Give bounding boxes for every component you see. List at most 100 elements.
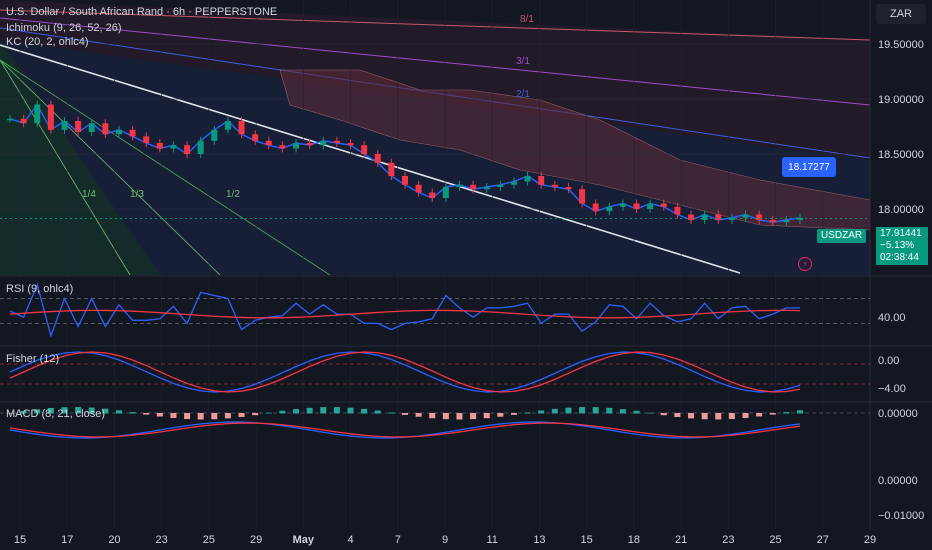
candle [47,104,54,130]
candle [728,217,735,220]
candle [402,176,408,185]
macd-histogram-bar [306,407,313,414]
macd-histogram-bar [333,407,340,414]
macd-histogram-bar [483,413,490,419]
macd-histogram-bar [633,410,640,414]
candle [184,145,191,154]
macd-histogram-bar [619,409,626,414]
macd-histogram-bar [456,413,463,420]
macd-histogram-bar [224,413,231,419]
candle [715,214,722,220]
macd-label[interactable]: MACD (8, 21, close) [6,408,106,420]
macd-histogram-bar [797,410,803,414]
candle [252,134,259,141]
macd-histogram-bar [293,409,300,414]
fisher-signal [9,351,801,393]
candle [769,220,776,223]
x-tick-label: 15 [581,534,593,546]
macd-histogram-bar [75,407,82,414]
candle [129,129,136,137]
macd-histogram-bar [361,408,368,414]
candle [265,140,272,146]
candle [7,118,13,121]
candle [456,184,463,187]
candle [211,129,218,141]
candle [388,162,395,176]
candle [143,136,150,143]
candle [197,140,204,154]
macd-histogram-bar [47,407,54,414]
macd-tick: 0.00000 [878,475,918,487]
fisher-label[interactable]: Fisher (12) [6,353,60,365]
fan-label: 1/2 [226,189,240,200]
candle [510,181,517,185]
x-tick-label: 20 [108,534,120,546]
kc-label[interactable]: KC (20, 2, ohlc4) [6,36,89,48]
currency-button[interactable]: ZAR [876,4,926,24]
bar-countdown: 02:38:44 [880,252,919,263]
macd-histogram-bar [606,407,613,414]
lightning-icon[interactable]: ⚡ [798,257,812,271]
candle [674,206,681,215]
last-price-tag: 17.91441 −5.13% 02:38:44 [876,227,928,265]
fisher-line [9,351,801,393]
chart-title: U.S. Dollar / South African Rand · 6h · … [6,6,278,18]
macd-histogram-bar [565,407,572,414]
macd-histogram-bar [115,410,122,414]
candle [783,220,790,223]
macd-histogram-bar [429,413,436,419]
candle [442,187,449,198]
candle [592,203,599,212]
macd-histogram-bar [470,413,477,420]
candle [701,214,708,220]
ichimoku-label[interactable]: Ichimoku (9, 26, 52, 26) [6,22,122,34]
macd-histogram-bar [20,411,27,414]
x-tick-label: 21 [675,534,687,546]
macd-histogram-bar [88,407,95,414]
fisher-tick: 0.00 [878,355,899,367]
macd-tick: 0.00000 [878,408,918,420]
fan-label: 1/4 [82,189,96,200]
candle [75,121,82,132]
macd-histogram-bar [715,413,722,420]
x-tick-label: 23 [156,534,168,546]
macd-histogram-bar [660,413,667,416]
rsi-tick: 40.00 [878,312,906,324]
macd-histogram-bar [538,410,545,414]
x-tick-label: 25 [769,534,781,546]
candle [279,145,286,149]
macd-histogram-bar [674,413,681,418]
macd-histogram-bar [238,413,245,417]
macd-histogram-bar [156,413,163,417]
macd-histogram-bar [61,407,68,414]
macd-histogram-bar [524,412,531,414]
last-price: 17.91441 [880,228,922,239]
macd-histogram-bar [742,413,749,419]
macd-histogram-bar [347,407,354,414]
macd-histogram-bar [279,410,286,414]
candle [606,206,613,212]
candle [756,214,763,220]
macd-histogram-bar [510,413,517,415]
candle [619,203,626,207]
candle [470,184,477,190]
x-tick-label: 29 [864,534,876,546]
x-tick-label: 11 [487,534,498,546]
price-callout: 18.17277 [782,157,836,177]
candle [633,203,640,209]
macd-histogram-bar [592,407,599,414]
candle [88,123,95,132]
x-tick-label: 15 [14,534,26,546]
symbol-tag: USDZAR [817,229,867,243]
price-change: −5.13% [880,240,915,251]
candle [742,214,749,218]
candle [238,121,245,135]
macd-histogram-bar [197,413,204,420]
candle [34,104,41,124]
rsi-label[interactable]: RSI (9, ohlc4) [6,283,74,295]
macd-histogram-bar [783,412,790,414]
candle [565,187,572,190]
x-tick-label: 27 [817,534,829,546]
candle [156,143,163,149]
